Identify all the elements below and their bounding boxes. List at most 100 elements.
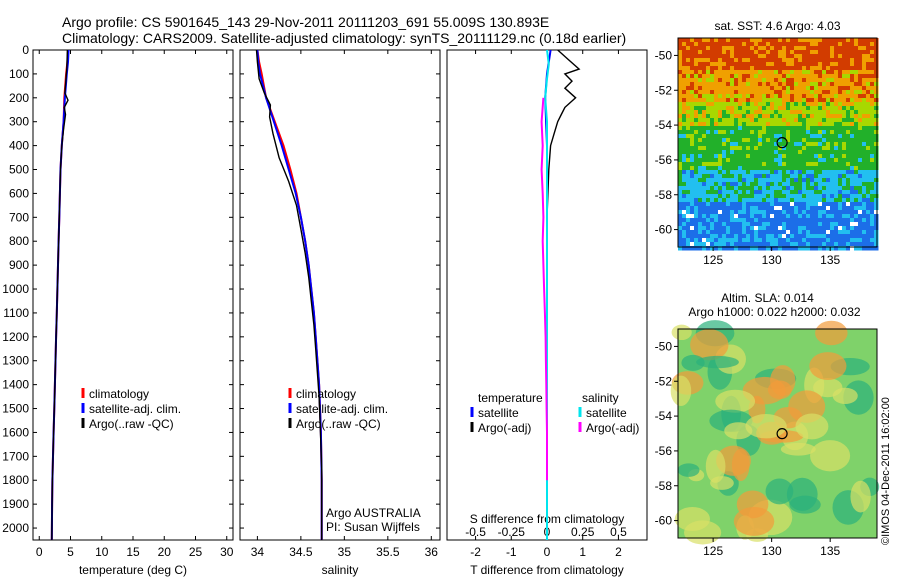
heatmap-cell [726, 162, 731, 167]
heatmap-cell [862, 114, 867, 119]
heatmap-blob [733, 506, 775, 536]
heatmap-cell [874, 162, 879, 167]
heatmap-cell [710, 170, 715, 175]
heatmap-cell [834, 242, 839, 247]
heatmap-cell [830, 106, 835, 111]
heatmap-cell [786, 122, 791, 127]
heatmap-cell [714, 174, 719, 179]
heatmap-cell [834, 42, 839, 47]
heatmap-cell [758, 98, 763, 103]
heatmap-cell [706, 198, 711, 203]
heatmap-cell [746, 150, 751, 155]
heatmap-cell [678, 166, 683, 171]
heatmap-cell [770, 222, 775, 227]
heatmap-cell [706, 46, 711, 51]
heatmap-cell [686, 234, 691, 239]
heatmap-cell [702, 242, 707, 247]
heatmap-cell [694, 182, 699, 187]
heatmap-cell [826, 122, 831, 127]
heatmap-cell [682, 230, 687, 235]
heatmap-cell [754, 78, 759, 83]
heatmap-cell [798, 158, 803, 163]
heatmap-cell [826, 102, 831, 107]
heatmap-cell [846, 106, 851, 111]
heatmap-cell [754, 86, 759, 91]
heatmap-cell [822, 94, 827, 99]
heatmap-cell [854, 214, 859, 219]
heatmap-cell [754, 62, 759, 67]
heatmap-cell [814, 106, 819, 111]
sst-map-frame [677, 37, 878, 248]
heatmap-cell [846, 134, 851, 139]
heatmap-cell [730, 206, 735, 211]
heatmap-cell [854, 102, 859, 107]
heatmap-cell [790, 178, 795, 183]
heatmap-cell [726, 174, 731, 179]
heatmap-cell [814, 114, 819, 119]
y-tick-label: 300 [9, 115, 29, 129]
heatmap-cell [866, 226, 871, 231]
heatmap-cell [726, 194, 731, 199]
heatmap-cell [746, 74, 751, 79]
heatmap-cell [682, 62, 687, 67]
heatmap-cell [686, 110, 691, 115]
heatmap-cell [842, 218, 847, 223]
heatmap-cell [766, 186, 771, 191]
heatmap-cell [846, 50, 851, 55]
heatmap-cell [846, 102, 851, 107]
heatmap-cell [686, 186, 691, 191]
heatmap-cell [822, 138, 827, 143]
heatmap-cell [742, 74, 747, 79]
heatmap-cell [806, 126, 811, 131]
heatmap-cell [846, 110, 851, 115]
heatmap-cell [838, 102, 843, 107]
heatmap-cell [774, 58, 779, 63]
heatmap-cell [678, 186, 683, 191]
heatmap-cell [762, 114, 767, 119]
heatmap-cell [866, 182, 871, 187]
heatmap-cell [862, 82, 867, 87]
heatmap-cell [818, 202, 823, 207]
heatmap-cell [738, 234, 743, 239]
y-tick-label: -54 [655, 118, 673, 132]
y-tick-label: 1200 [2, 330, 29, 344]
heatmap-cell [794, 194, 799, 199]
heatmap-cell [798, 118, 803, 123]
heatmap-cell [762, 94, 767, 99]
heatmap-cell [810, 222, 815, 227]
heatmap-cell [830, 98, 835, 103]
heatmap-cell [834, 122, 839, 127]
heatmap-cell [834, 86, 839, 91]
heatmap-cell [778, 94, 783, 99]
heatmap-cell [814, 138, 819, 143]
heatmap-cell [766, 78, 771, 83]
heatmap-cell [834, 142, 839, 147]
heatmap-cell [710, 226, 715, 231]
heatmap-cell [750, 210, 755, 215]
heatmap-cell [778, 46, 783, 51]
heatmap-cell [826, 54, 831, 59]
heatmap-cell [754, 46, 759, 51]
heatmap-cell [714, 42, 719, 47]
heatmap-cell [818, 114, 823, 119]
heatmap-cell [738, 58, 743, 63]
heatmap-cell [854, 42, 859, 47]
heatmap-cell [794, 122, 799, 127]
heatmap-cell [798, 162, 803, 167]
heatmap-cell [746, 226, 751, 231]
heatmap-cell [814, 126, 819, 131]
heatmap-cell [710, 222, 715, 227]
heatmap-blob [810, 440, 851, 472]
heatmap-cell [786, 38, 791, 43]
heatmap-cell [710, 238, 715, 243]
heatmap-cell [738, 98, 743, 103]
heatmap-cell [842, 186, 847, 191]
heatmap-cell [750, 198, 755, 203]
heatmap-cell [718, 118, 723, 123]
heatmap-cell [806, 70, 811, 75]
heatmap-cell [850, 62, 855, 67]
heatmap-cell [678, 130, 683, 135]
heatmap-cell [762, 178, 767, 183]
heatmap-cell [810, 174, 815, 179]
heatmap-cell [778, 206, 783, 211]
